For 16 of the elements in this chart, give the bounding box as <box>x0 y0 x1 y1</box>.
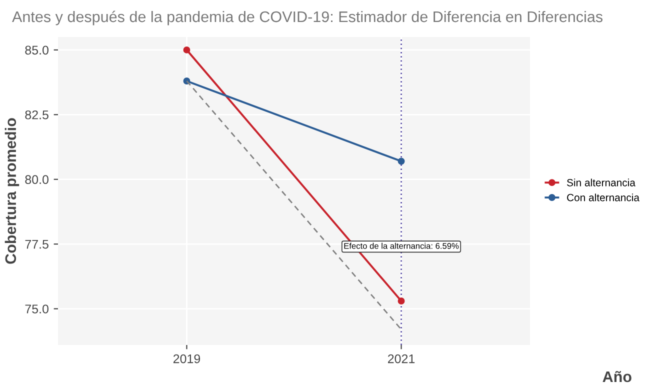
y-tick-label: 77.5 <box>25 240 48 249</box>
x-tick-label: 2021 <box>388 354 415 364</box>
point <box>398 158 405 165</box>
point <box>183 46 190 54</box>
legend-label: Con alternancia <box>567 194 640 202</box>
y-axis-title: Cobertura promedio <box>4 118 20 264</box>
x-axis-title: Año <box>602 370 632 382</box>
x-tick-label: 2019 <box>173 354 200 364</box>
chart-title: Antes y después de la pandemia de COVID-19: Estimador de Diferencia en Diferencias <box>12 10 602 26</box>
legend-label: Sin alternancia <box>566 178 636 186</box>
annotation: Efecto de la alternancia: 6.59% <box>344 242 459 249</box>
y-tick-label: 82.5 <box>25 110 48 120</box>
y-tick-label: 85.0 <box>25 46 48 55</box>
y-tick-label: 75.0 <box>25 304 48 314</box>
point <box>398 298 405 304</box>
y-tick-label: 80.0 <box>25 175 48 184</box>
